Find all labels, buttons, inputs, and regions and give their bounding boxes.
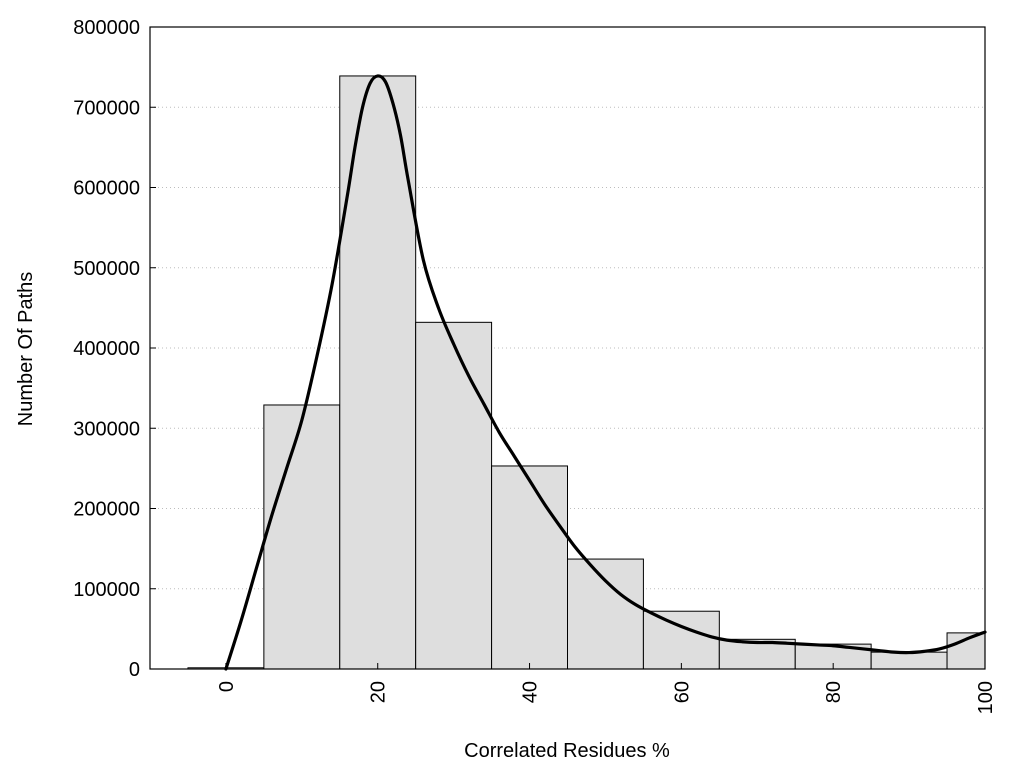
histogram-bar-4	[491, 465, 568, 670]
y-tick-label-100000: 100000	[73, 579, 140, 601]
y-tick-label-300000: 300000	[73, 418, 140, 440]
density-curve	[224, 74, 987, 671]
x-tick-label-0: 0	[216, 681, 238, 692]
x-tick-label-80: 80	[823, 681, 845, 703]
y-tick-label-200000: 200000	[73, 499, 140, 521]
y-tick-label-400000: 400000	[73, 338, 140, 360]
x-tick-label-20: 20	[368, 681, 390, 703]
y-axis-label: Number Of Paths	[15, 272, 37, 427]
x-tick-label-60: 60	[671, 681, 693, 703]
x-tick-label-40: 40	[520, 681, 542, 703]
histogram-bars	[187, 75, 986, 670]
y-tick-label-700000: 700000	[73, 97, 140, 119]
y-tick-label-0: 0	[129, 659, 140, 681]
y-tick-label-800000: 800000	[73, 17, 140, 39]
histogram-bar-5	[567, 558, 644, 670]
x-axis-label: Correlated Residues %	[464, 740, 670, 762]
y-tick-label-500000: 500000	[73, 258, 140, 280]
x-tick-label-100: 100	[975, 681, 997, 714]
histogram-bar-9	[870, 651, 948, 670]
histogram-bar-6	[642, 610, 720, 670]
y-axis-ticks: 0 100000 200000 300000 400000 500000 600000 700…	[73, 17, 156, 681]
histogram-bar-3	[415, 321, 493, 670]
x-axis-ticks: 0 20 40 60 80 100	[216, 663, 997, 714]
y-tick-label-600000: 600000	[73, 178, 140, 200]
histogram-bar-1	[263, 404, 341, 670]
